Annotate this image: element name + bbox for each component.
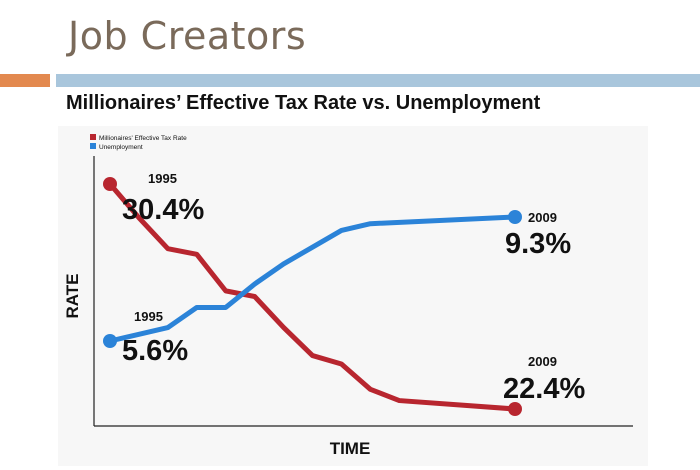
tax-start-year-label: 1995 [148, 171, 177, 186]
unemployment-end-year-label: 2009 [528, 210, 557, 225]
accent-bar-blue [56, 74, 700, 87]
legend-label-unemployment: Unemployment [99, 144, 143, 151]
tax-end-year-label: 2009 [528, 354, 557, 369]
accent-bar-orange [0, 74, 50, 87]
chart-background [58, 126, 648, 466]
x-axis-label: TIME [330, 439, 371, 458]
series-layer [103, 177, 522, 416]
legend-label-tax: Millionaires' Effective Tax Rate [99, 135, 187, 142]
unemployment-series-line [107, 214, 518, 344]
line-chart: Millionaires' Effective Tax Rate Unemplo… [58, 126, 648, 466]
unemployment-start-year-label: 1995 [134, 309, 163, 324]
unemployment-end-point [508, 210, 522, 224]
slide-title: Job Creators [68, 14, 307, 58]
tax-series-line [107, 181, 518, 412]
unemployment-start-value-label: 5.6% [122, 335, 188, 367]
unemployment-start-point [103, 334, 117, 348]
unemployment-end-value-label: 9.3% [505, 228, 571, 260]
tax-end-value-label: 22.4% [503, 373, 585, 405]
legend-swatch-tax [90, 134, 96, 140]
tax-start-value-label: 30.4% [122, 194, 204, 226]
tax-end-point [508, 402, 522, 416]
legend: Millionaires' Effective Tax Rate Unemplo… [90, 134, 187, 151]
tax-start-point [103, 177, 117, 191]
legend-swatch-unemployment [90, 143, 96, 149]
chart-title: Millionaires’ Effective Tax Rate vs. Une… [66, 92, 541, 114]
y-axis-label: RATE [63, 273, 82, 318]
